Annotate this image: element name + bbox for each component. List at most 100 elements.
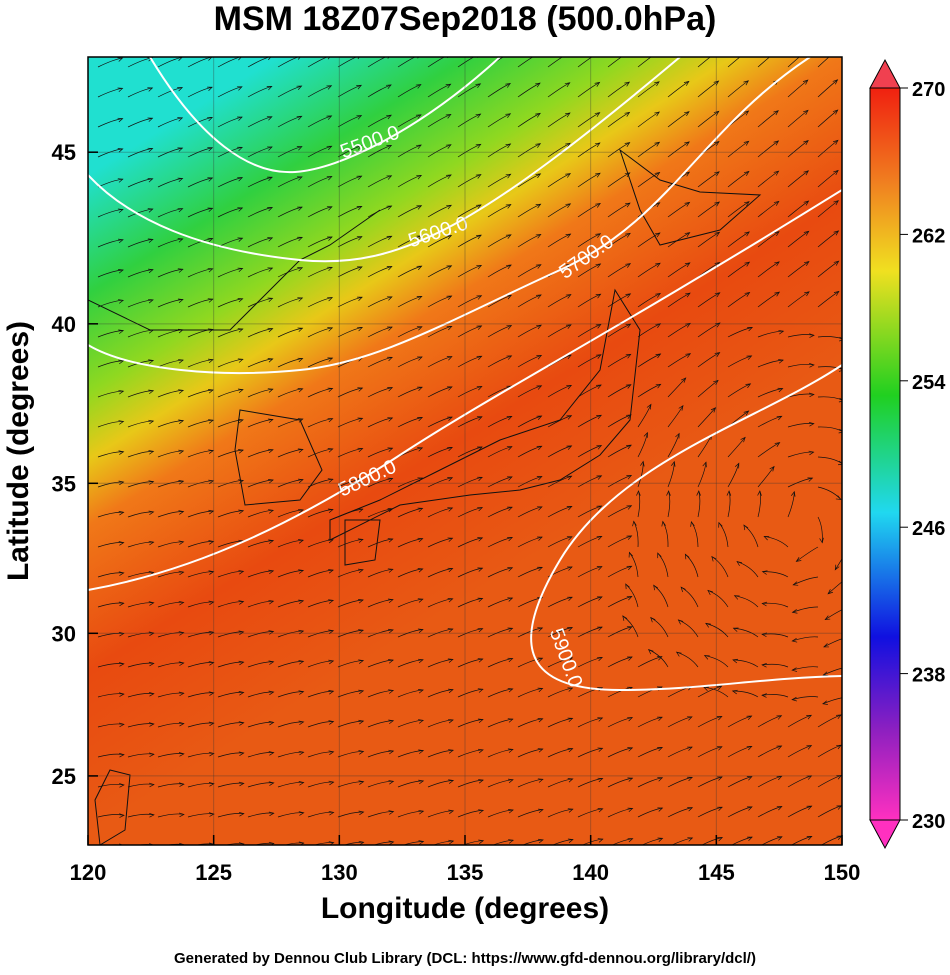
streamline [667,202,690,218]
streamline [697,776,723,788]
streamline [577,596,603,608]
streamline [157,359,184,368]
stream-arrow [476,386,483,391]
streamline [277,57,299,68]
stream-arrow [713,110,720,116]
streamline [307,57,328,68]
stream-arrow [567,657,574,662]
stream-arrow [726,490,732,496]
stream-arrow [478,779,484,784]
streamline [823,667,842,676]
stream-arrow [475,83,482,89]
streamline [817,744,842,758]
stream-arrow [567,778,574,783]
stream-arrow [177,117,184,122]
streamline [157,178,183,188]
stream-arrow [149,812,155,818]
stream-arrow [326,85,333,90]
stream-arrow [268,660,275,665]
streamline [727,327,753,338]
stream-arrow [806,775,813,780]
stream-arrow [327,327,334,332]
stream-arrow [537,566,543,572]
streamline [397,356,423,368]
streamline [757,140,779,158]
stream-arrow [208,479,215,485]
stream-arrow [627,747,634,752]
stream-arrow [178,721,185,727]
stream-arrow [327,508,334,513]
stream-arrow [238,751,245,756]
stream-arrow [388,719,395,725]
stream-arrow [267,57,272,61]
streamline [848,427,871,439]
stream-arrow [740,436,746,443]
colorbar-max-arrow [869,58,901,89]
streamline [367,568,393,578]
stream-arrow [268,751,275,756]
streamline [547,233,571,248]
streamline [427,568,453,578]
streamline [277,206,303,218]
streamline [607,747,633,758]
stream-arrow [356,266,363,271]
stream-arrow [147,238,154,243]
stream-arrow [268,509,274,514]
stream-arrow [625,353,632,359]
stream-arrow [803,50,808,54]
streamline [187,86,213,98]
streamline [547,778,573,788]
stream-arrow [327,266,333,272]
stream-arrow [761,632,768,638]
y-axis-label: Latitude (degrees) [2,321,35,581]
stream-arrow [632,520,637,527]
streamline [577,142,601,158]
stream-arrow [267,448,274,454]
streamline [607,414,632,428]
stream-arrow [208,691,215,696]
streamline [397,235,422,248]
streamline [757,745,782,758]
stream-arrow [838,336,842,342]
contours [88,57,842,692]
streamline [457,57,475,68]
streamline [337,327,363,338]
stream-arrow [537,627,544,632]
stream-arrow [358,750,365,755]
stream-arrow [655,383,662,389]
plot-frame [87,56,843,846]
streamline [277,509,304,518]
stream-arrow [266,86,273,91]
streamline [127,269,153,278]
stream-arrow [864,291,869,295]
streamline [487,597,513,608]
y-tick-label: 40 [52,312,76,337]
stream-arrow [178,812,185,818]
stream-arrow [795,557,802,562]
stream-arrow [178,600,185,606]
streamline [397,719,424,728]
stream-arrow [705,622,711,628]
stream-arrow [476,234,482,240]
stream-arrow [702,461,707,468]
stream-arrow [536,385,543,390]
streamline [704,655,729,668]
streamline [577,808,603,818]
stream-arrow [358,840,365,845]
streamline [547,718,573,728]
stream-arrow [567,596,573,602]
stream-arrow [696,490,701,496]
stream-arrow [675,651,682,657]
stream-arrow [296,85,303,90]
streamline [127,208,153,218]
streamline [727,383,751,398]
streamline [397,689,424,698]
streamline [547,324,572,338]
stream-arrow [387,568,394,573]
stream-arrow [761,662,767,668]
streamline [727,261,750,278]
streamline [487,627,513,638]
stream-arrow [238,721,245,726]
stream-arrow [358,659,365,664]
streamline [247,328,273,338]
